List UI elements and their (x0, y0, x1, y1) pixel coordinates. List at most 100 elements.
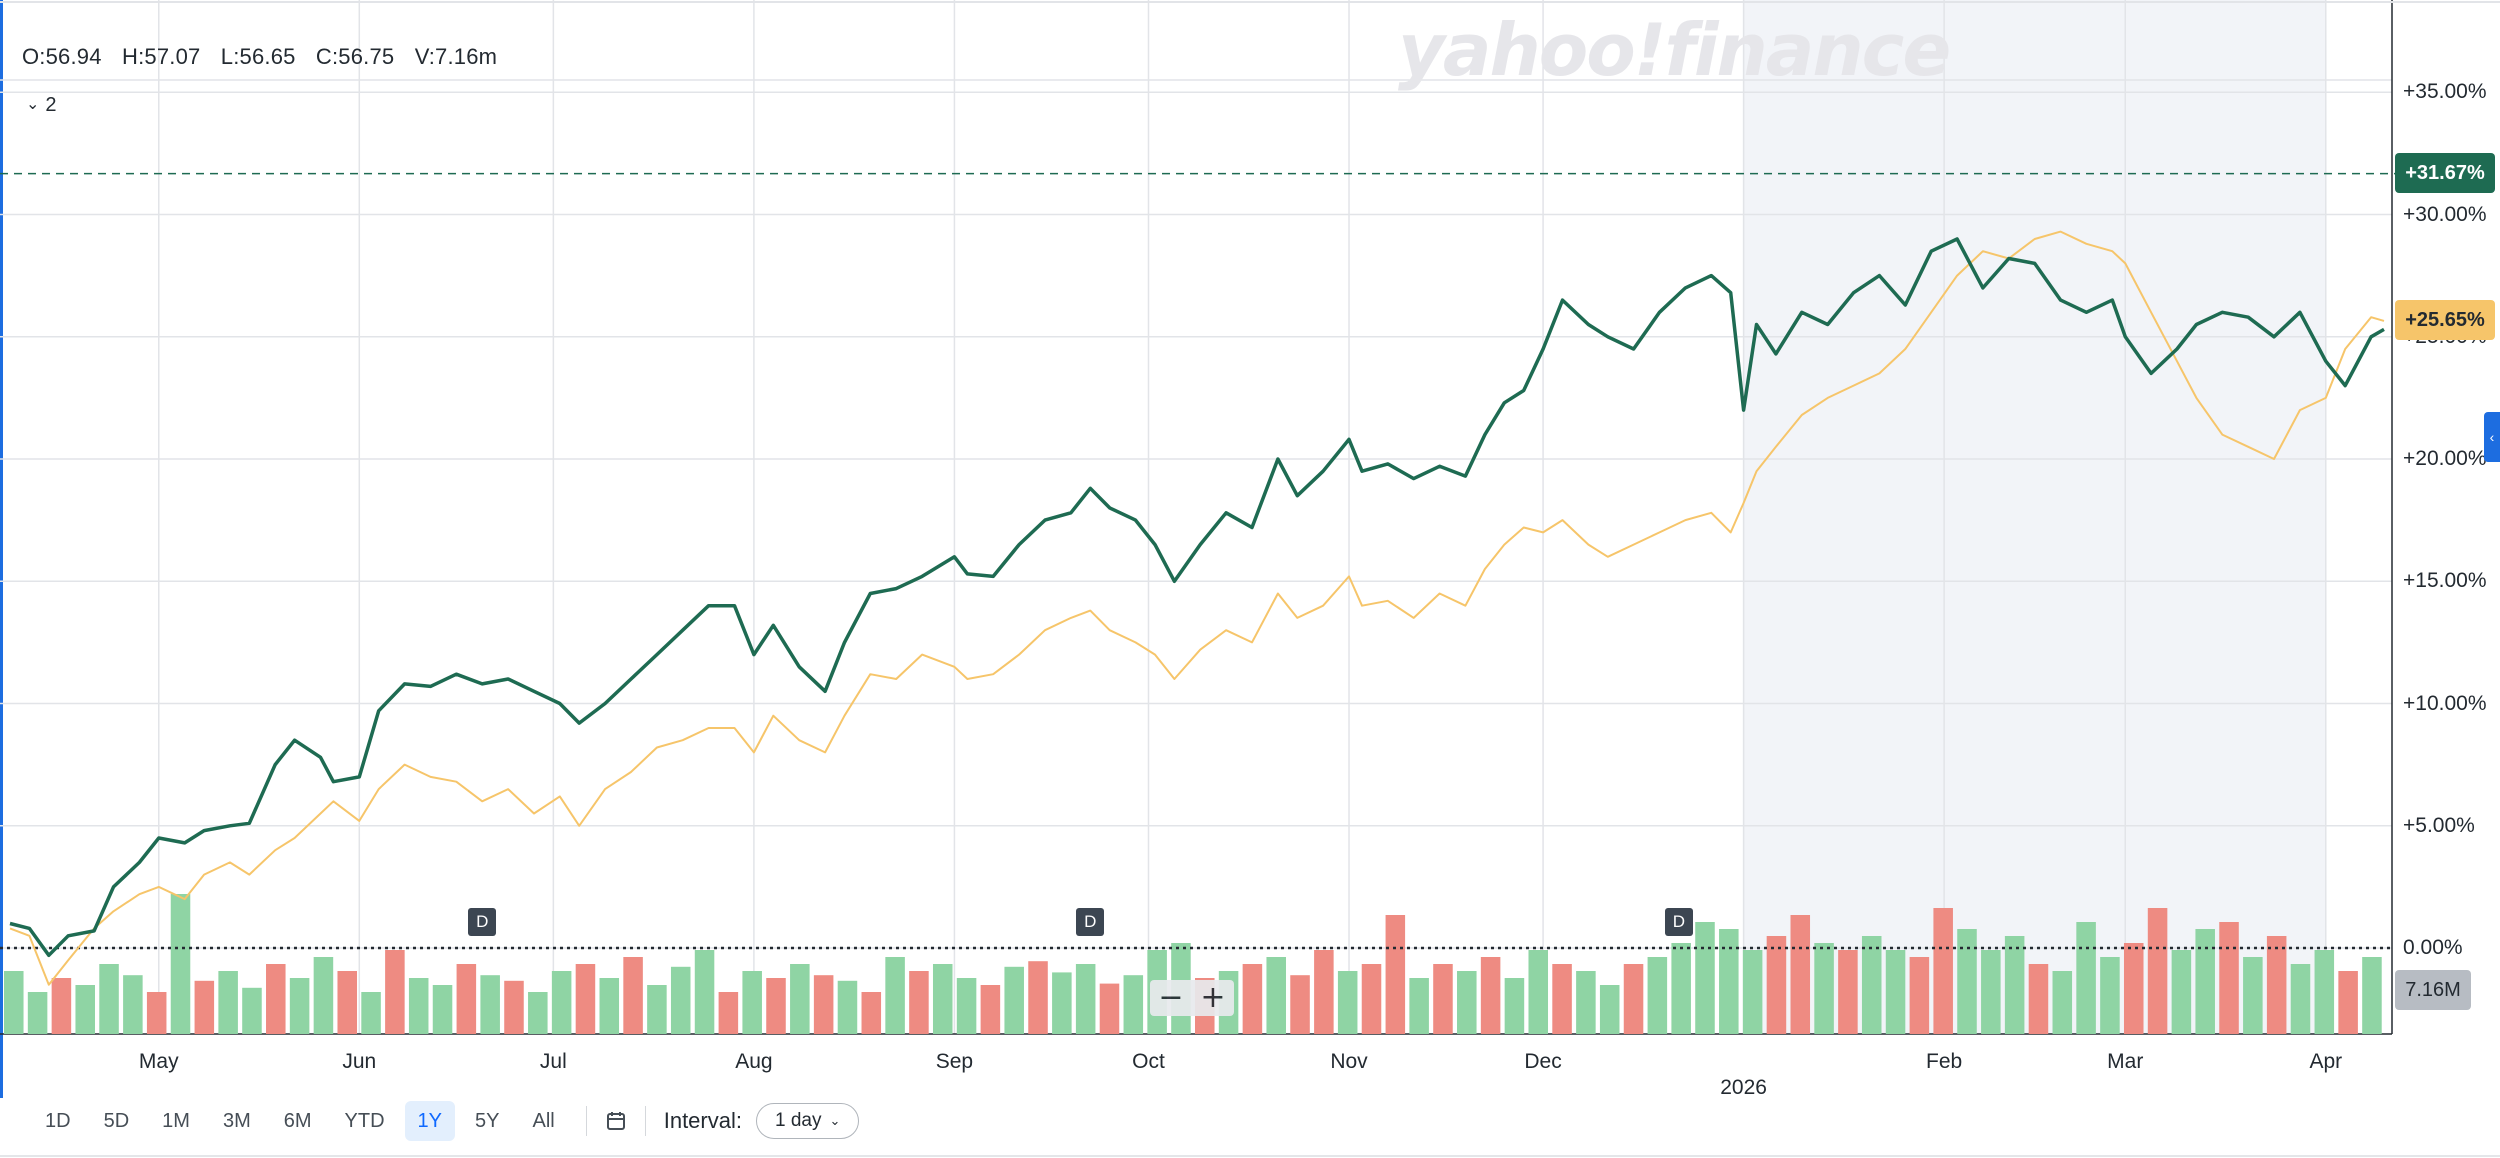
y-tick-label: +20.00% (2403, 447, 2487, 470)
volume-bar (1004, 966, 1024, 1034)
volume-bar (1433, 964, 1453, 1034)
volume-bar (266, 964, 286, 1034)
volume-bar (1361, 964, 1382, 1034)
range-button-6m[interactable]: 6M (271, 1101, 325, 1141)
volume-bar (1075, 964, 1096, 1034)
ohlc-volume: V:7.16m (414, 44, 498, 69)
volume-bar (504, 980, 524, 1034)
main-series-line (9, 237, 2385, 958)
volume-bar (2028, 964, 2049, 1034)
volume-bar (337, 971, 358, 1034)
comparison-series-badge: +25.65% (2395, 300, 2495, 340)
range-button-all[interactable]: All (519, 1101, 567, 1141)
volume-bar (2147, 908, 2168, 1034)
dividend-marker[interactable]: D (1664, 908, 1693, 936)
highlight-band (1743, 0, 2326, 1034)
volume-bar (51, 978, 72, 1034)
range-button-5d[interactable]: 5D (91, 1101, 143, 1141)
chevron-down-icon: ⌄ (829, 1113, 841, 1128)
chevron-down-icon: ⌄ (26, 96, 40, 113)
toolbar-divider (585, 1106, 587, 1136)
watermark-logo: yahoo!finance (1398, 8, 1951, 92)
x-tick-label: Jul (539, 1050, 567, 1073)
volume-bar (2171, 950, 2192, 1034)
volume-bar (194, 980, 215, 1034)
volume-bar (718, 992, 739, 1034)
x-tick-label: Dec (1524, 1050, 1562, 1073)
volume-bar (742, 971, 762, 1034)
volume-bar (1337, 971, 1358, 1034)
range-button-1y[interactable]: 1Y (404, 1101, 456, 1141)
volume-bar (1409, 978, 1429, 1034)
bottom-divider (0, 1155, 2500, 1157)
volume-bar (1528, 950, 1549, 1034)
volume-bar (170, 894, 191, 1034)
volume-bar (1504, 978, 1525, 1034)
volume-bar (1861, 936, 1882, 1034)
y-tick-label: +35.00% (2403, 80, 2487, 104)
volume-bar (2243, 957, 2263, 1034)
x-tick-label: Sep (935, 1050, 974, 1073)
ohlc-readout: O:56.94 H:57.07 L:56.65 C:56.75 V:7.16m (22, 44, 511, 70)
volume-bar (2004, 936, 2025, 1034)
y-tick-label: +5.00% (2403, 813, 2475, 837)
volume-bar (1266, 957, 1286, 1034)
volume-bar (1933, 908, 1953, 1034)
range-button-5y[interactable]: 5Y (462, 1101, 512, 1141)
volume-bar (1314, 950, 1334, 1034)
range-button-ytd[interactable]: YTD (332, 1101, 398, 1141)
range-button-1d[interactable]: 1D (32, 1101, 84, 1141)
chart-svg[interactable] (0, 0, 2500, 1098)
volume-bar (75, 985, 95, 1034)
volume-bar (2100, 957, 2120, 1034)
zoom-in-button[interactable]: + (1192, 980, 1234, 1016)
x-tick-label: Aug (735, 1050, 773, 1073)
volume-bar (313, 957, 334, 1034)
volume-bar (670, 966, 691, 1034)
y-tick-label: +15.00% (2403, 569, 2487, 593)
volume-bar (2195, 929, 2215, 1034)
volume-bar (551, 971, 572, 1034)
dividend-marker[interactable]: D (1076, 908, 1105, 936)
x-tick-label: Oct (1132, 1050, 1165, 1073)
comparison-toggle[interactable]: ⌄ 2 (26, 94, 57, 117)
volume-bar (1766, 936, 1787, 1034)
volume-bar (1647, 957, 1668, 1034)
volume-bar (2266, 936, 2287, 1034)
volume-bar (694, 950, 715, 1034)
volume-bar (909, 971, 929, 1034)
toolbar-divider (644, 1106, 646, 1136)
volume-bar (2338, 971, 2358, 1034)
volume-bar (766, 978, 786, 1034)
volume-bar (1838, 950, 1858, 1034)
volume-bar (1671, 943, 1691, 1034)
range-button-1m[interactable]: 1M (149, 1101, 203, 1141)
volume-bar (956, 978, 977, 1034)
chevron-left-icon[interactable]: ‹ (2484, 412, 2500, 462)
volume-bar (932, 964, 953, 1034)
interval-select[interactable]: 1 day ⌄ (755, 1103, 860, 1139)
range-toolbar: 1D 5D 1M 3M 6M YTD 1Y 5Y All Interval: 1 day ⌄ (0, 1098, 2500, 1144)
x-tick-label: Nov (1330, 1050, 1368, 1073)
x-tick-label: Apr (2309, 1050, 2343, 1073)
range-button-3m[interactable]: 3M (210, 1101, 264, 1141)
x-tick-label: Mar (2107, 1050, 2144, 1073)
zoom-out-button[interactable]: − (1150, 980, 1192, 1016)
volume-bar (123, 975, 143, 1034)
x-tick-label: Feb (1926, 1050, 1963, 1073)
dividend-marker[interactable]: D (468, 908, 497, 936)
volume-bar (289, 978, 310, 1034)
volume-bar (2076, 922, 2096, 1034)
volume-bar (2219, 922, 2239, 1034)
calendar-icon[interactable] (605, 1110, 627, 1132)
volume-bar (647, 985, 667, 1034)
volume-bar (1123, 975, 1144, 1034)
volume-bar (480, 975, 500, 1034)
volume-bar (2123, 943, 2144, 1034)
volume-bar (837, 980, 858, 1034)
volume-bar (1480, 957, 1501, 1034)
volume-bar (1599, 985, 1620, 1034)
volume-bar (1052, 972, 1072, 1034)
zoom-controls: − + (1150, 980, 1234, 1016)
volume-bar (361, 992, 381, 1034)
